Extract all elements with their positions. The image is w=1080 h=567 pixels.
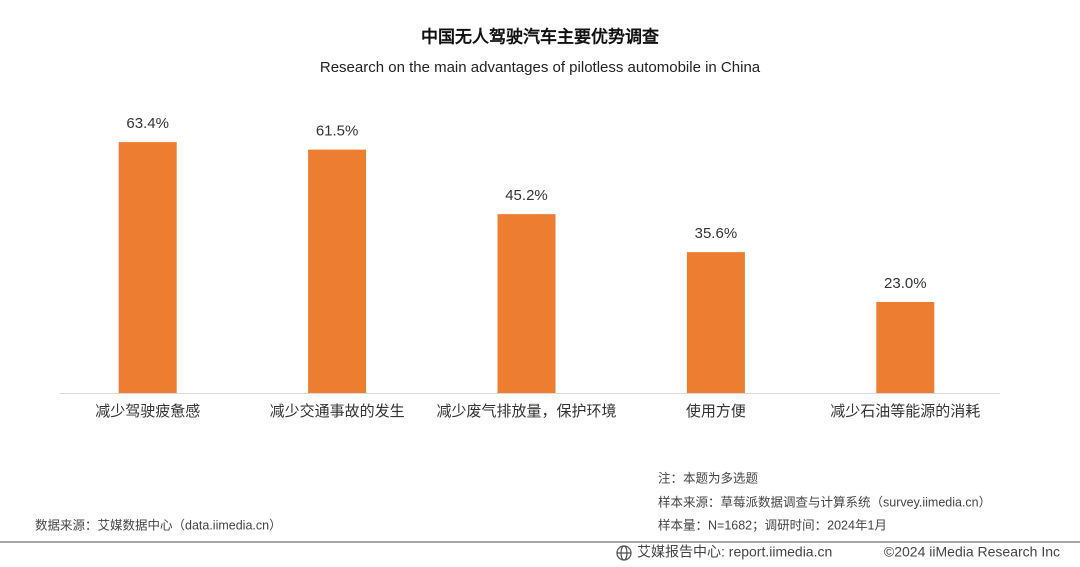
bar xyxy=(118,142,177,393)
chart-subtitle: Research on the main advantages of pilot… xyxy=(320,59,761,76)
note: 样本来源：草莓派数据调查与计算系统（survey.iimedia.cn） xyxy=(658,494,991,509)
bar xyxy=(686,252,745,393)
value-label: 61.5% xyxy=(316,123,359,140)
note: 注：本题为多选题 xyxy=(658,470,759,485)
source: 数据来源：艾媒数据中心（data.iimedia.cn） xyxy=(35,517,282,532)
bar xyxy=(308,149,367,393)
globe-icon xyxy=(616,545,632,561)
footer-copyright: ©2024 iiMedia Research Inc xyxy=(884,544,1060,560)
x-tick-label: 减少交通事故的发生 xyxy=(270,402,405,420)
value-label: 63.4% xyxy=(126,115,169,132)
note: 样本量：N=1682；调研时间：2024年1月 xyxy=(658,517,887,532)
value-label: 23.0% xyxy=(884,275,927,292)
bar xyxy=(876,301,935,393)
x-tick-label: 减少石油等能源的消耗 xyxy=(830,402,980,420)
chart-title: 中国无人驾驶汽车主要优势调查 xyxy=(421,26,660,46)
x-tick-label: 使用方便 xyxy=(686,403,746,420)
bar xyxy=(497,214,556,393)
footer-site: 艾媒报告中心: report.iimedia.cn xyxy=(637,544,832,560)
x-tick-label: 减少驾驶疲惫感 xyxy=(95,403,200,420)
value-label: 45.2% xyxy=(505,187,548,204)
x-tick-label: 减少废气排放量，保护环境 xyxy=(436,402,616,420)
value-label: 35.6% xyxy=(695,225,738,242)
